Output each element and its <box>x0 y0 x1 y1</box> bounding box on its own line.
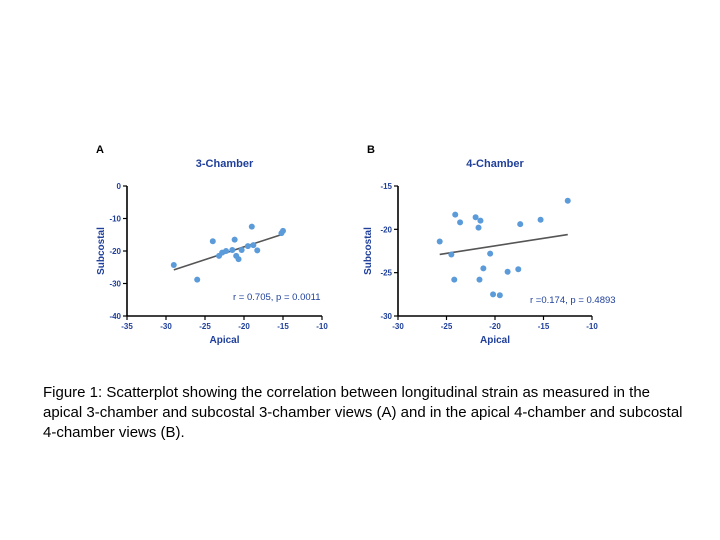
data-point <box>457 219 464 226</box>
data-point <box>515 266 522 273</box>
x-axis-label: Apical <box>480 335 510 346</box>
data-point <box>254 247 261 254</box>
x-tick-label: -30 <box>392 322 404 331</box>
y-tick-label: -20 <box>380 225 392 234</box>
data-point <box>496 292 503 299</box>
panel-letter: A <box>96 144 104 156</box>
data-point <box>477 217 484 224</box>
data-point <box>209 238 216 245</box>
data-point <box>451 276 458 283</box>
data-point <box>194 276 201 283</box>
data-point <box>436 238 443 245</box>
panel-a: A 3-Chamber 0 -10 -20 -30 -40-35 -30 -25 -20 -15 -1… <box>96 144 328 346</box>
regression-line <box>439 233 568 256</box>
y-axis-label: Subcostal <box>96 227 107 275</box>
x-tick-label: -10 <box>586 322 598 331</box>
data-point <box>250 242 257 249</box>
y-tick-label: -40 <box>109 312 121 321</box>
x-tick-label: -20 <box>238 322 250 331</box>
correlation-annotation: r =0.174, p = 0.4893 <box>530 295 616 306</box>
y-tick-label: -10 <box>109 215 121 224</box>
chart-title: 3-Chamber <box>196 158 254 170</box>
x-tick-label: -30 <box>160 322 172 331</box>
data-point <box>238 247 245 254</box>
data-point <box>490 291 497 298</box>
x-tick-label: -10 <box>316 322 328 331</box>
data-point <box>223 248 230 254</box>
data-point <box>231 236 238 243</box>
data-point <box>448 251 455 258</box>
data-point <box>517 221 524 228</box>
data-point <box>487 250 494 257</box>
data-point <box>229 247 236 254</box>
data-point <box>280 227 286 234</box>
panel-b: B 4-Chamber -15 -20 -25 -30-30 -25 -20 -15 -10 Api… <box>363 144 616 346</box>
data-point <box>235 256 242 263</box>
data-point <box>564 197 571 204</box>
y-tick-label: -20 <box>109 247 121 256</box>
x-tick-label: -25 <box>199 322 211 331</box>
x-tick-label: -15 <box>538 322 550 331</box>
data-point <box>476 276 483 283</box>
x-tick-label: -20 <box>489 322 501 331</box>
data-point <box>537 216 544 223</box>
data-point <box>480 265 487 272</box>
data-point <box>475 224 482 231</box>
chart-title: 4-Chamber <box>466 158 524 170</box>
y-tick-label: -15 <box>380 182 392 191</box>
data-point <box>248 223 255 230</box>
y-tick-label: -25 <box>380 269 392 278</box>
data-point <box>472 214 479 221</box>
panel-letter: B <box>367 144 375 156</box>
data-point <box>504 268 511 275</box>
y-tick-label: -30 <box>380 312 392 321</box>
y-tick-label: 0 <box>117 182 122 191</box>
y-tick-label: -30 <box>109 280 121 289</box>
x-axis-label: Apical <box>209 335 239 346</box>
y-axis-label: Subcostal <box>363 227 374 275</box>
figure-caption: Figure 1: Scatterplot showing the correl… <box>43 384 683 441</box>
data-point <box>170 261 177 268</box>
data-point <box>244 243 251 250</box>
correlation-annotation: r = 0.705, p = 0.0011 <box>233 292 321 303</box>
x-tick-label: -15 <box>277 322 289 331</box>
x-tick-label: -25 <box>441 322 453 331</box>
x-tick-label: -35 <box>121 322 133 331</box>
data-point <box>452 211 459 218</box>
